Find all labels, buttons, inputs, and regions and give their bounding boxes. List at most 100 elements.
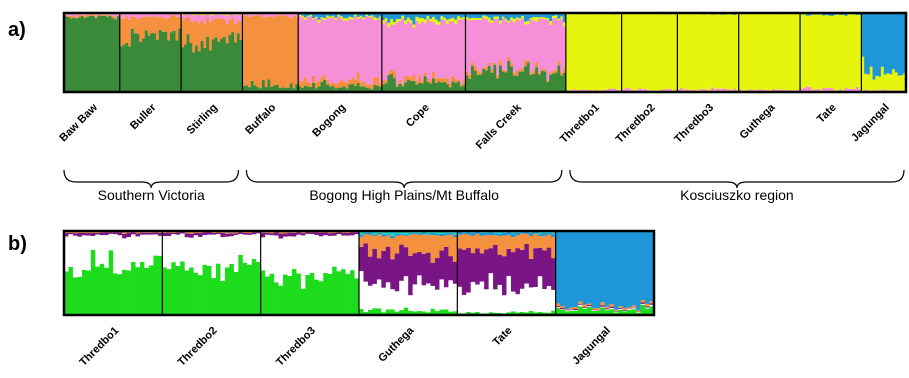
bar-baw-baw-ind16-k2 <box>105 15 109 17</box>
bar-bogong-ind19-k3 <box>348 18 352 80</box>
bar-guthega-ind3-k3 <box>367 256 373 286</box>
bar-falls-creek-ind32-k2 <box>551 71 556 74</box>
bar-tate-ind3-k5 <box>805 13 809 16</box>
bar-thredbo1-ind17-k2 <box>135 236 141 268</box>
bar-stirling-ind22-k1 <box>239 39 243 92</box>
bar-falls-creek-ind15-k5 <box>504 13 508 19</box>
bar-guthega-ind20-k2 <box>443 287 449 310</box>
bar-cope-ind19-k3 <box>432 21 436 72</box>
bar-bogong-ind12-k1 <box>328 86 333 92</box>
bar-thredbo1-ind18-k1 <box>139 261 145 315</box>
bar-thredbo2-ind18-k3 <box>669 88 673 91</box>
population-label-thredbo2: Thredbo2 <box>176 325 220 369</box>
bar-tate-ind6-k4 <box>813 14 818 90</box>
bar-thredbo2-ind4-k3 <box>629 89 634 92</box>
bar-thredbo3-ind5-k3 <box>688 89 692 91</box>
bar-guthega-ind20-k6 <box>443 231 449 234</box>
bar-cope-ind18-k2 <box>429 81 433 84</box>
bar-thredbo1-ind11-k1 <box>108 250 114 315</box>
bar-jagungal-ind20-k1 <box>640 304 646 315</box>
bar-guthega-ind9-k2 <box>394 291 400 312</box>
bar-bogong-ind26-k2 <box>367 84 372 89</box>
bar-stirling-ind15-k4 <box>220 14 224 15</box>
bar-jagungal-ind7-k4 <box>878 76 882 91</box>
bar-stirling-ind19-k1 <box>231 32 235 92</box>
bar-thredbo1-ind20-k2 <box>148 234 154 266</box>
bar-thredbo2-ind19-k3 <box>242 232 248 235</box>
bar-tate-ind19-k6 <box>537 231 543 235</box>
bar-thredbo1-ind13-k2 <box>117 235 123 275</box>
bar-thredbo1-ind8-k1 <box>95 266 101 315</box>
bar-falls-creek-ind9-k3 <box>487 21 491 63</box>
bar-stirling-ind15-k1 <box>220 38 224 92</box>
bar-falls-creek-ind22-k2 <box>524 60 528 67</box>
bar-thredbo1-ind8-k4 <box>585 13 589 91</box>
bar-jagungal-ind13-k5 <box>894 13 898 73</box>
bar-thredbo1-ind12-k2 <box>113 234 118 274</box>
bar-thredbo3-ind3-k4 <box>269 232 275 234</box>
population-label-tate: Tate <box>815 102 839 126</box>
bar-cope-ind1-k3 <box>381 23 385 81</box>
bar-guthega-ind22-k4 <box>452 236 458 262</box>
bar-guthega-ind21-k4 <box>448 234 454 257</box>
bar-jagungal-ind19-k5 <box>636 231 641 311</box>
bar-guthega-ind6-k3 <box>752 89 756 92</box>
bar-bogong-ind7-k3 <box>314 18 319 83</box>
bar-jagungal-ind12-k5 <box>892 13 896 70</box>
bar-thredbo3-ind12-k1 <box>309 272 315 315</box>
bar-falls-creek-ind14-k3 <box>501 18 505 70</box>
bar-bogong-ind22-k5 <box>356 13 360 17</box>
bar-bogong-ind2-k1 <box>300 87 305 92</box>
bar-jagungal-ind11-k2 <box>600 306 606 308</box>
bar-cope-ind26-k3 <box>451 21 455 76</box>
bar-jagungal-ind20-k3 <box>640 302 646 304</box>
bar-guthega-ind10-k3 <box>399 244 405 281</box>
bar-falls-creek-ind34-k3 <box>557 20 561 62</box>
bar-guthega-ind19-k2 <box>439 279 445 310</box>
bar-bogong-ind28-k2 <box>373 76 377 85</box>
bar-guthega-ind19-k1 <box>439 309 445 315</box>
bar-bogong-ind12-k4 <box>328 16 333 19</box>
bar-falls-creek-ind35-k5 <box>560 13 564 17</box>
bar-jagungal-ind11-k1 <box>600 307 606 315</box>
bar-tate-ind20-k3 <box>542 250 548 290</box>
bar-buffalo-ind6-k1 <box>256 87 260 92</box>
bar-thredbo2-ind5-k2 <box>180 233 186 262</box>
bar-bogong-ind13-k5 <box>331 13 335 16</box>
bar-thredbo1-ind10-k4 <box>590 13 595 91</box>
bar-buller-ind15-k1 <box>158 29 162 92</box>
bar-stirling-ind8-k2 <box>200 20 204 41</box>
bar-thredbo1-ind3-k3 <box>571 89 575 91</box>
bar-buffalo-ind14-k1 <box>278 87 282 92</box>
bar-thredbo3-ind10-k2 <box>300 235 306 289</box>
bar-guthega-ind17-k3 <box>430 262 436 286</box>
bar-guthega-ind9-k4 <box>394 235 400 254</box>
bar-bogong-ind25-k3 <box>365 15 369 85</box>
bar-guthega-ind3-k5 <box>367 232 373 235</box>
bar-tate-ind20-k3 <box>853 88 857 92</box>
bar-thredbo1-ind19-k3 <box>144 232 150 235</box>
bar-cope-ind24-k3 <box>445 24 450 79</box>
population-label-cope: Cope <box>404 102 432 130</box>
bar-cope-ind23-k3 <box>443 20 447 79</box>
bar-bogong-ind5-k4 <box>309 14 313 17</box>
bar-cope-ind6-k2 <box>395 84 399 87</box>
bar-thredbo2-ind8-k4 <box>641 13 645 90</box>
bar-guthega-ind17-k3 <box>783 90 787 92</box>
bar-thredbo3-ind10-k3 <box>300 233 306 236</box>
bar-thredbo1-ind14-k4 <box>122 232 127 234</box>
bar-tate-ind18-k4 <box>533 233 539 249</box>
bar-thredbo1-ind10-k2 <box>104 235 110 268</box>
bar-jagungal-ind17-k5 <box>627 231 632 308</box>
bar-cope-ind12-k4 <box>412 24 416 28</box>
bar-falls-creek-ind36-k2 <box>563 68 567 73</box>
bar-tate-ind3-k5 <box>466 232 472 235</box>
bar-thredbo2-ind15-k4 <box>224 232 230 234</box>
population-label-stirling: Stirling <box>185 102 220 137</box>
bar-bogong-ind27-k3 <box>370 17 374 85</box>
bar-cope-ind25-k5 <box>448 13 452 19</box>
bar-thredbo2-ind6-k4 <box>635 13 639 91</box>
bar-thredbo1-ind15-k3 <box>604 89 609 92</box>
bar-thredbo3-ind16-k4 <box>327 232 333 234</box>
bar-bogong-ind8-k2 <box>317 80 321 87</box>
